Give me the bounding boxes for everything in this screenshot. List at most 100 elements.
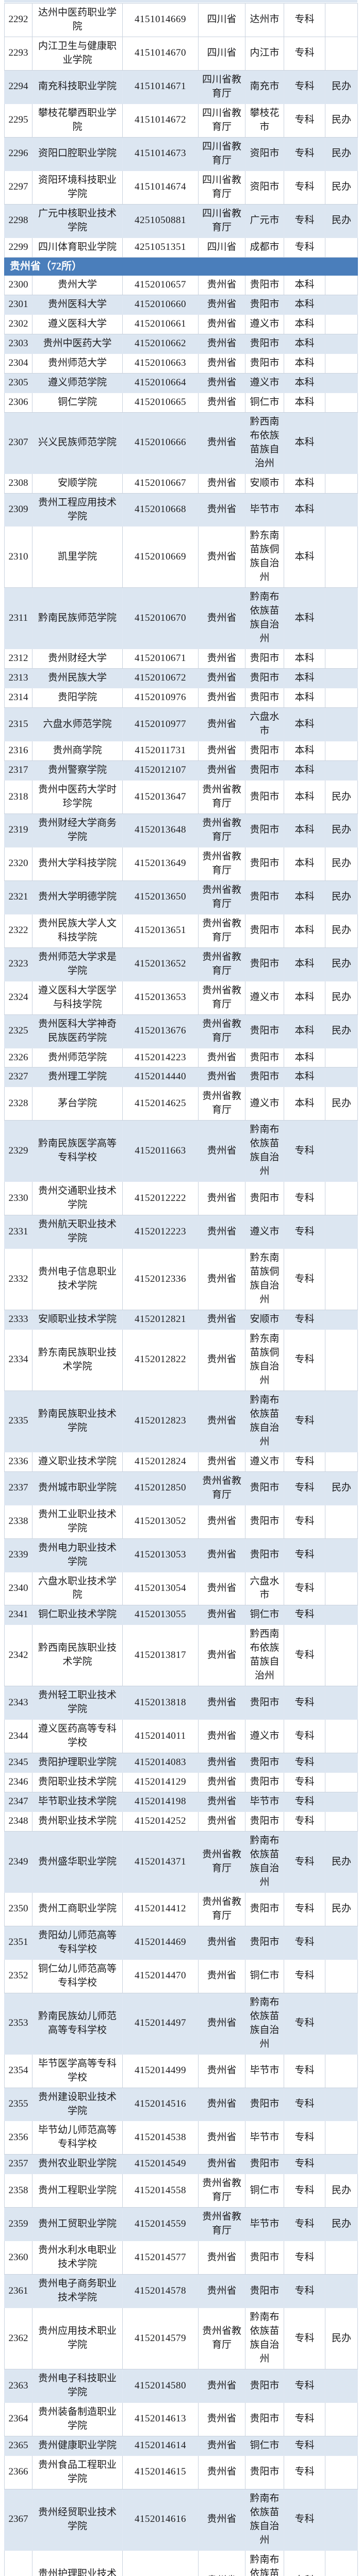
school-row: 2294 南充科技职业学院 4151014671 四川省教育厅 南充市 专科 民… bbox=[4, 70, 358, 104]
cell-school-id-code: 4152013818 bbox=[122, 1686, 199, 1720]
cell-remark: 民办 bbox=[325, 1892, 358, 1926]
cell-school-name: 贵州工程职业学院 bbox=[32, 2174, 123, 2208]
school-row: 2333 安顺职业技术学院 4152012821 贵州省 安顺市 专科 bbox=[4, 1310, 358, 1330]
school-row: 2358 贵州工程职业学院 4152014558 贵州省教育厅 铜仁市 专科 民… bbox=[4, 2174, 358, 2208]
cell-supervising-authority: 贵州省 bbox=[198, 1772, 245, 1793]
cell-sequence-number: 2293 bbox=[4, 36, 32, 71]
cell-sequence-number: 2331 bbox=[4, 1215, 32, 1249]
cell-school-id-code: 4152014011 bbox=[122, 1719, 199, 1754]
school-row: 2337 贵州城市职业学院 4152012850 贵州省教育厅 贵阳市 专科 民… bbox=[4, 1471, 358, 1505]
cell-supervising-authority: 四川省教育厅 bbox=[198, 137, 245, 171]
cell-supervising-authority: 贵州省 bbox=[198, 1753, 245, 1773]
cell-location-city: 黔东南苗族侗族自治州 bbox=[245, 526, 284, 588]
cell-education-level: 本科 bbox=[284, 587, 325, 650]
school-row: 2312 贵州财经大学 4152010671 贵州省 贵阳市 本科 bbox=[4, 649, 358, 669]
school-row: 2351 贵阳幼儿师范高等专科学校 4152014469 贵州省 贵阳市 专科 bbox=[4, 1925, 358, 1960]
cell-school-id-code: 4152013651 bbox=[122, 913, 199, 948]
school-row: 2297 资阳环境科技职业学院 4151014674 四川省教育厅 资阳市 专科… bbox=[4, 170, 358, 205]
cell-school-id-code: 4152010672 bbox=[122, 668, 199, 689]
cell-education-level: 专科 bbox=[284, 1181, 325, 1216]
cell-supervising-authority: 贵州省 bbox=[198, 314, 245, 334]
school-row: 2293 内江卫生与健康职业学院 4151014670 四川省 内江市 专科 bbox=[4, 36, 358, 71]
cell-school-name: 贵州农业职业学院 bbox=[32, 2154, 123, 2175]
cell-location-city: 贵阳市 bbox=[245, 760, 284, 781]
cell-sequence-number: 2346 bbox=[4, 1772, 32, 1793]
cell-school-id-code: 4152014577 bbox=[122, 2241, 199, 2275]
cell-location-city: 资阳市 bbox=[245, 170, 284, 205]
cell-supervising-authority: 贵州省教育厅 bbox=[198, 1831, 245, 1893]
school-row: 2325 贵州医科大学神奇民族医药学院 4152013676 贵州省教育厅 贵阳… bbox=[4, 1014, 358, 1048]
cell-education-level: 本科 bbox=[284, 333, 325, 354]
cell-supervising-authority: 贵州省 bbox=[198, 2435, 245, 2456]
cell-remark bbox=[325, 1719, 358, 1754]
cell-location-city: 遵义市 bbox=[245, 372, 284, 393]
school-row: 2357 贵州农业职业学院 4152014549 贵州省 贵阳市 专科 bbox=[4, 2154, 358, 2175]
school-row: 2349 贵州盛华职业学院 4152014371 贵州省教育厅 黔南布依族苗族自… bbox=[4, 1831, 358, 1893]
cell-sequence-number: 2292 bbox=[4, 3, 32, 37]
cell-supervising-authority: 贵州省教育厅 bbox=[198, 913, 245, 948]
cell-education-level: 专科 bbox=[284, 1992, 325, 2055]
school-row: 2319 贵州财经大学商务学院 4152013648 贵州省教育厅 贵阳市 本科… bbox=[4, 813, 358, 848]
cell-school-id-code: 4152013649 bbox=[122, 846, 199, 881]
cell-supervising-authority: 贵州省 bbox=[198, 1451, 245, 1472]
cell-sequence-number: 2297 bbox=[4, 170, 32, 205]
cell-supervising-authority: 贵州省 bbox=[198, 668, 245, 689]
cell-sequence-number: 2368 bbox=[4, 2550, 32, 2576]
cell-school-id-code: 4152012823 bbox=[122, 1390, 199, 1452]
cell-remark bbox=[325, 1925, 358, 1960]
cell-sequence-number: 2354 bbox=[4, 2054, 32, 2088]
cell-sequence-number: 2323 bbox=[4, 947, 32, 981]
school-row: 2361 贵州电子商务职业技术学院 4152014578 贵州省 贵阳市 专科 bbox=[4, 2274, 358, 2309]
cell-school-id-code: 4152010669 bbox=[122, 526, 199, 588]
cell-school-name: 贵州医科大学 bbox=[32, 294, 123, 315]
school-row: 2353 黔南民族幼儿师范高等专科学校 4152014497 贵州省 黔南布依族… bbox=[4, 1992, 358, 2055]
cell-school-name: 贵州城市职业学院 bbox=[32, 1471, 123, 1505]
cell-remark bbox=[325, 1248, 358, 1311]
cell-location-city: 贵阳市 bbox=[245, 2087, 284, 2122]
cell-remark bbox=[325, 649, 358, 669]
cell-remark: 民办 bbox=[325, 137, 358, 171]
cell-school-name: 贵州警察学院 bbox=[32, 760, 123, 781]
cell-supervising-authority: 贵州省 bbox=[198, 2121, 245, 2155]
cell-school-id-code: 4152014578 bbox=[122, 2274, 199, 2309]
cell-location-city: 贵阳市 bbox=[245, 1753, 284, 1773]
cell-supervising-authority: 贵州省教育厅 bbox=[198, 780, 245, 814]
cell-education-level: 本科 bbox=[284, 980, 325, 1015]
cell-education-level: 本科 bbox=[284, 473, 325, 494]
cell-school-id-code: 4152013676 bbox=[122, 1014, 199, 1048]
cell-location-city: 贵阳市 bbox=[245, 846, 284, 881]
cell-school-name: 黔西南民族职业技术学院 bbox=[32, 1624, 123, 1687]
cell-remark bbox=[325, 1605, 358, 1625]
cell-remark bbox=[325, 1181, 358, 1216]
cell-school-id-code: 4152013648 bbox=[122, 813, 199, 848]
cell-location-city: 贵阳市 bbox=[245, 2402, 284, 2436]
cell-supervising-authority: 贵州省教育厅 bbox=[198, 2174, 245, 2208]
cell-location-city: 黔南布依族苗族自治州 bbox=[245, 1120, 284, 1182]
cell-school-name: 贵州食品工程职业学院 bbox=[32, 2455, 123, 2489]
cell-sequence-number: 2299 bbox=[4, 237, 32, 258]
cell-school-id-code: 4152013053 bbox=[122, 1538, 199, 1572]
cell-school-id-code: 4152010665 bbox=[122, 392, 199, 413]
cell-remark bbox=[325, 1571, 358, 1606]
cell-remark bbox=[325, 1624, 358, 1687]
cell-remark bbox=[325, 353, 358, 374]
school-row: 2323 贵州师范大学求是学院 4152013652 贵州省教育厅 贵阳市 本科… bbox=[4, 947, 358, 981]
cell-school-id-code: 4152012336 bbox=[122, 1248, 199, 1311]
cell-sequence-number: 2358 bbox=[4, 2174, 32, 2208]
school-row: 2303 贵州中医药大学 4152010662 贵州省 贵阳市 本科 bbox=[4, 333, 358, 354]
cell-remark bbox=[325, 707, 358, 742]
school-row: 2334 黔东南民族职业技术学院 4152012822 贵州省 黔东南苗族侗族自… bbox=[4, 1329, 358, 1391]
cell-school-name: 贵州大学 bbox=[32, 275, 123, 295]
cell-education-level: 本科 bbox=[284, 688, 325, 708]
cell-school-name: 内江卫生与健康职业学院 bbox=[32, 36, 123, 71]
cell-remark bbox=[325, 237, 358, 258]
cell-school-name: 广元中核职业技术学院 bbox=[32, 204, 123, 238]
cell-sequence-number: 2349 bbox=[4, 1831, 32, 1893]
school-row: 2306 铜仁学院 4152010665 贵州省 铜仁市 本科 bbox=[4, 392, 358, 413]
cell-remark bbox=[325, 2550, 358, 2576]
cell-education-level: 专科 bbox=[284, 1959, 325, 1993]
cell-school-id-code: 4152013652 bbox=[122, 947, 199, 981]
cell-location-city: 贵阳市 bbox=[245, 2154, 284, 2175]
cell-remark bbox=[325, 1504, 358, 1539]
